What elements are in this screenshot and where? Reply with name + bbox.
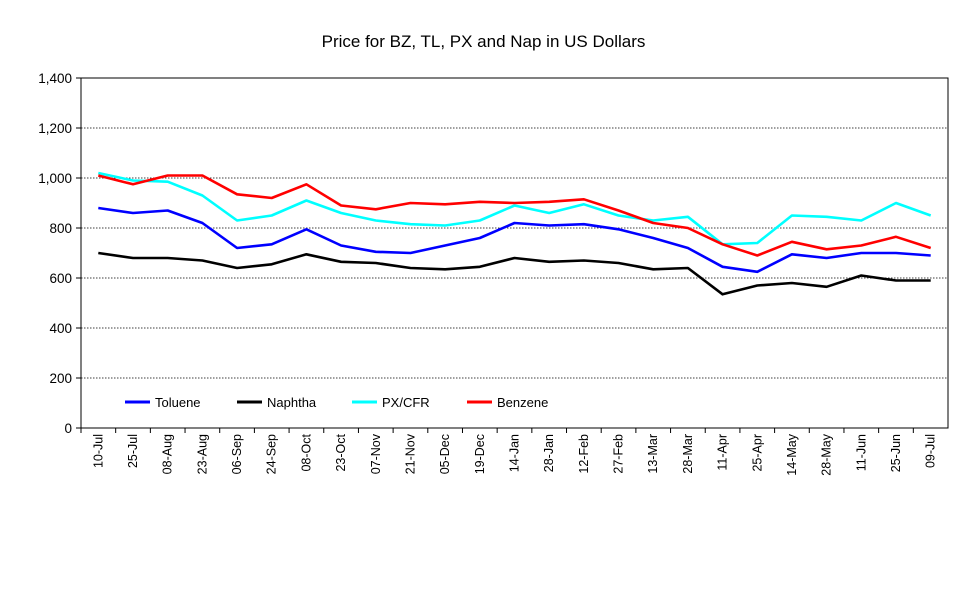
series-line-naphtha xyxy=(98,251,931,296)
x-tick-label: 28-Jan xyxy=(542,434,556,472)
x-tick-label: 27-Feb xyxy=(612,434,626,474)
x-tick-label: 23-Aug xyxy=(195,434,209,474)
y-tick-label: 1,000 xyxy=(38,171,72,186)
x-tick-label: 24-Sep xyxy=(265,434,279,474)
x-tick-label: 08-Aug xyxy=(161,434,175,474)
x-tick-label: 13-Mar xyxy=(646,434,660,474)
x-tick-label: 08-Oct xyxy=(299,433,313,471)
x-tick-label: 25-Apr xyxy=(750,434,764,472)
series-line-px-cfr xyxy=(98,171,932,246)
x-tick-label: 14-Jan xyxy=(508,434,522,472)
x-tick-label: 21-Nov xyxy=(403,433,417,474)
x-tick-label: 28-May xyxy=(820,433,834,475)
series-line-toluene xyxy=(98,206,931,274)
y-tick-label: 800 xyxy=(49,221,72,236)
legend-label: PX/CFR xyxy=(382,395,430,410)
x-tick-label: 25-Jul xyxy=(126,434,140,468)
y-tick-label: 400 xyxy=(49,321,72,336)
x-tick-label: 23-Oct xyxy=(334,433,348,471)
y-tick-label: 600 xyxy=(49,271,72,286)
legend-label: Toluene xyxy=(155,395,201,410)
x-tick-label: 12-Feb xyxy=(577,434,591,474)
y-tick-label: 200 xyxy=(49,371,72,386)
legend-label: Benzene xyxy=(497,395,548,410)
x-tick-label: 11-Jun xyxy=(854,434,868,471)
y-tick-label: 1,200 xyxy=(38,121,72,136)
y-tick-label: 0 xyxy=(64,421,72,436)
x-tick-label: 14-May xyxy=(785,433,799,475)
x-tick-label: 10-Jul xyxy=(91,434,105,468)
x-tick-label: 11-Apr xyxy=(716,434,730,471)
y-tick-label: 1,400 xyxy=(38,71,72,86)
axes: 0 200 400 600 800 1,000 1,200 1,400 10-Jul 25-Jul… xyxy=(38,71,949,476)
legend-label: Naphtha xyxy=(267,395,317,410)
x-tick-label: 07-Nov xyxy=(369,433,383,474)
legend: Toluene Naphtha PX/CFR Benzene xyxy=(125,395,548,410)
chart-title: Price for BZ, TL, PX and Nap in US Dolla… xyxy=(321,32,646,51)
series-lines xyxy=(97,171,932,296)
x-tick-label: 05-Dec xyxy=(438,434,452,474)
series-line-benzene xyxy=(97,174,932,257)
x-tick-label: 09-Jul xyxy=(924,434,938,468)
x-tick-label: 25-Jun xyxy=(889,434,903,472)
plot-frame xyxy=(80,77,949,429)
x-tick-label: 06-Sep xyxy=(230,434,244,474)
x-tick-label: 28-Mar xyxy=(681,434,695,474)
x-tick-label: 19-Dec xyxy=(473,434,487,474)
